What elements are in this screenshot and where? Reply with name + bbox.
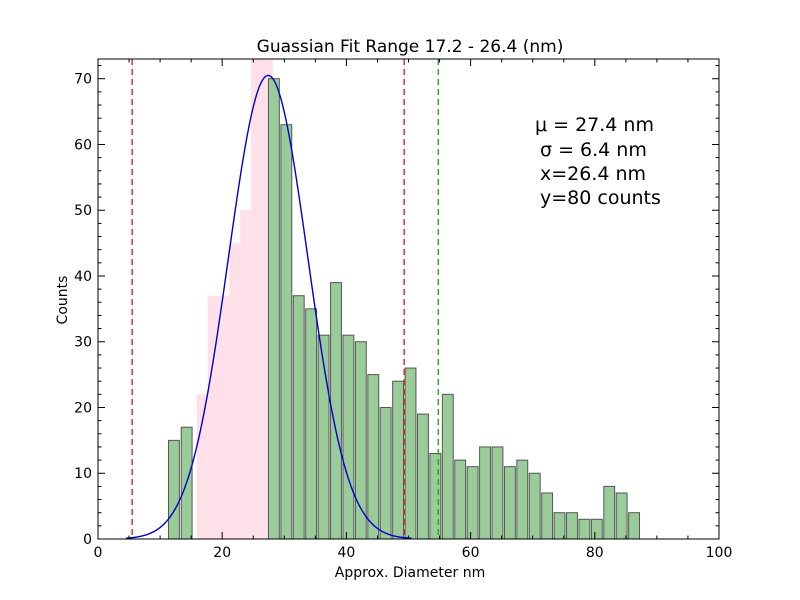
x-tick-label: 100 — [706, 545, 733, 561]
x-tick-label: 0 — [94, 545, 103, 561]
histogram-bar-29 — [603, 485, 616, 540]
histogram-bar-26 — [566, 512, 578, 540]
histogram-bar-4 — [292, 295, 305, 540]
histogram-bar-16 — [441, 393, 454, 540]
gaussian-fit-curve — [125, 74, 412, 540]
fit-range-bars — [196, 59, 273, 539]
axis-ticks: 0 20 40 60 80 100 0 10 20 30 40 50 60 70 — [74, 59, 732, 561]
x-tick-label: 80 — [586, 545, 604, 561]
histogram-bar-21 — [503, 466, 516, 540]
histogram-bar-0 — [167, 439, 180, 540]
histogram-bar-30 — [615, 492, 628, 540]
histogram-bar-11 — [379, 406, 392, 540]
fit-bar-4 — [240, 210, 252, 539]
histogram-bar-19 — [479, 446, 491, 540]
y-tick-label: 50 — [74, 203, 92, 219]
histogram-bar-14 — [417, 413, 429, 540]
histogram-bar-8 — [342, 334, 355, 540]
histogram-bar-24 — [541, 492, 554, 540]
y-tick-label: 40 — [74, 269, 92, 285]
histogram-bar-2 — [267, 78, 280, 540]
fit-bar-1 — [207, 295, 219, 539]
histogram-bar-27 — [578, 518, 591, 540]
histogram-bar-20 — [491, 446, 504, 540]
y-tick-label: 20 — [74, 400, 92, 416]
gaussian-fit-layer — [125, 74, 412, 540]
fit-bar-5 — [251, 59, 262, 539]
annotation-mu: μ = 27.4 nm — [535, 114, 654, 136]
fit-bar-6 — [261, 59, 273, 539]
histogram-bar-13 — [404, 367, 417, 540]
annotation-x: x=26.4 nm — [540, 163, 646, 185]
y-tick-label: 70 — [74, 72, 92, 88]
y-tick-label: 30 — [74, 335, 92, 351]
histogram-bar-17 — [454, 459, 467, 540]
fit-bar-0 — [196, 394, 208, 539]
x-tick-label: 60 — [462, 545, 480, 561]
y-tick-label: 0 — [83, 532, 92, 548]
x-tick-label: 40 — [337, 545, 355, 561]
fit-bar-3 — [229, 243, 241, 539]
y-tick-label: 10 — [74, 466, 92, 482]
histogram-bar-23 — [528, 472, 541, 540]
annotation-y: y=80 counts — [540, 187, 661, 209]
annotation-sigma: σ = 6.4 nm — [540, 139, 647, 161]
histogram-bar-15 — [429, 453, 442, 540]
y-axis-label: Counts — [55, 276, 71, 325]
histogram-bar-10 — [367, 374, 380, 540]
histogram-bar-5 — [305, 308, 318, 540]
histogram-bar-25 — [553, 512, 566, 540]
histogram-bar-31 — [628, 512, 641, 540]
y-tick-label: 60 — [74, 137, 92, 153]
histogram-bar-18 — [466, 466, 479, 540]
histogram-bar-22 — [516, 459, 529, 540]
reference-lines — [131, 59, 440, 539]
fit-bar-2 — [218, 295, 230, 539]
histogram-bar-3 — [280, 124, 293, 540]
chart-title: Guassian Fit Range 17.2 - 26.4 (nm) — [257, 37, 564, 57]
x-tick-label: 20 — [213, 545, 231, 561]
fit-annotation: μ = 27.4 nm σ = 6.4 nm x=26.4 nm y=80 co… — [535, 114, 661, 209]
histogram-bar-28 — [590, 518, 603, 540]
x-axis-label: Approx. Diameter nm — [335, 565, 485, 581]
histogram-bar-12 — [392, 380, 405, 540]
